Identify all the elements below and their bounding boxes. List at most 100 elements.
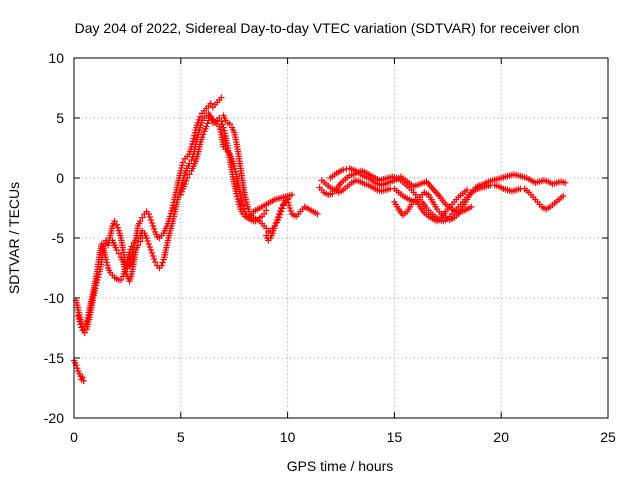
data-point: [271, 222, 278, 230]
data-point: [111, 218, 118, 225]
data-point: [205, 117, 212, 124]
data-point-interp: [178, 164, 185, 172]
data-point: [245, 208, 253, 215]
data-point: [113, 221, 120, 228]
data-point: [288, 191, 296, 198]
data-point-interp: [219, 121, 226, 128]
data-point: [190, 135, 197, 142]
data-point-interp: [285, 199, 292, 206]
data-point: [81, 323, 88, 330]
data-point-interp: [276, 207, 284, 215]
data-point-interp: [144, 237, 151, 245]
data-point: [77, 321, 84, 328]
data-point: [216, 123, 223, 130]
data-point-interp: [182, 177, 190, 185]
data-point: [286, 204, 293, 212]
data-point: [147, 246, 155, 254]
data-point: [468, 203, 475, 210]
y-tick-label: -5: [52, 230, 65, 246]
data-point: [98, 240, 105, 248]
data-point: [83, 317, 91, 324]
data-point: [203, 123, 210, 130]
x-tick-label: 10: [280, 429, 296, 445]
data-point: [149, 252, 157, 260]
data-point-interp: [234, 196, 241, 203]
data-point: [263, 225, 270, 232]
data-point-interp: [343, 165, 350, 173]
data-point: [179, 159, 187, 166]
data-point: [177, 191, 184, 198]
data-point-interp: [146, 213, 154, 221]
data-point: [562, 179, 569, 186]
x-tick-label: 0: [70, 429, 78, 445]
data-point: [188, 156, 195, 164]
data-point-interp: [84, 314, 91, 322]
data-point-interp: [189, 153, 196, 161]
data-point: [186, 160, 193, 167]
data-point-interp: [159, 259, 166, 266]
y-tick-label: 10: [48, 50, 64, 66]
data-point: [181, 180, 189, 188]
data-point: [226, 120, 234, 128]
x-tick-label: 5: [177, 429, 185, 445]
data-point: [273, 216, 281, 224]
data-point: [284, 196, 291, 203]
data-point: [196, 113, 204, 120]
data-point: [239, 202, 246, 209]
data-point: [216, 114, 223, 122]
data-point: [79, 327, 86, 334]
data-point: [145, 210, 152, 218]
data-point: [231, 162, 238, 170]
data-point: [139, 234, 146, 242]
data-point-interp: [179, 162, 186, 169]
data-point-interp: [285, 202, 293, 209]
data-point-interp: [150, 255, 158, 263]
data-point: [169, 204, 176, 212]
data-point-interp: [85, 312, 92, 319]
data-point: [117, 276, 125, 284]
data-point-interp: [75, 315, 83, 322]
data-point: [149, 222, 157, 230]
data-point-interp: [114, 224, 121, 231]
data-points: [70, 94, 569, 384]
data-point: [177, 167, 184, 174]
y-tick-label: 5: [56, 110, 64, 126]
data-point-interp: [231, 165, 239, 172]
data-point: [186, 171, 193, 178]
data-point: [260, 210, 268, 218]
data-point: [80, 377, 87, 384]
data-point-interp: [104, 262, 111, 269]
x-axis-label: GPS time / hours: [287, 458, 394, 474]
data-point-interp: [217, 128, 224, 136]
data-point: [559, 192, 567, 200]
data-point: [275, 210, 283, 218]
y-tick-label: -15: [44, 350, 64, 366]
y-axis-label: SDTVAR / TECUs: [6, 182, 22, 294]
data-point-interp: [127, 246, 134, 253]
data-point: [137, 218, 144, 225]
data-point: [102, 256, 110, 263]
data-point-interp: [189, 138, 197, 145]
data-point-interp: [82, 320, 89, 327]
data-point: [463, 186, 471, 194]
data-point: [137, 238, 144, 245]
y-tick-label: -10: [44, 290, 64, 306]
y-axis-ticks: 10 5 0 -5 -10 -15 -20: [44, 50, 608, 426]
data-point: [79, 374, 86, 381]
data-point: [220, 124, 227, 131]
data-point-interp: [168, 207, 175, 214]
data-point-interp: [272, 219, 280, 227]
data-point-interp: [232, 168, 239, 175]
data-point: [113, 246, 120, 254]
data-point: [198, 134, 206, 141]
x-tick-label: 15: [387, 429, 403, 445]
data-point: [145, 240, 152, 248]
data-point: [128, 243, 135, 250]
data-point: [218, 94, 225, 101]
data-point: [277, 204, 285, 212]
data-point-interp: [148, 249, 156, 257]
data-point-interp: [204, 120, 211, 127]
y-tick-label: 0: [56, 170, 64, 186]
grid-lines: [74, 58, 608, 418]
